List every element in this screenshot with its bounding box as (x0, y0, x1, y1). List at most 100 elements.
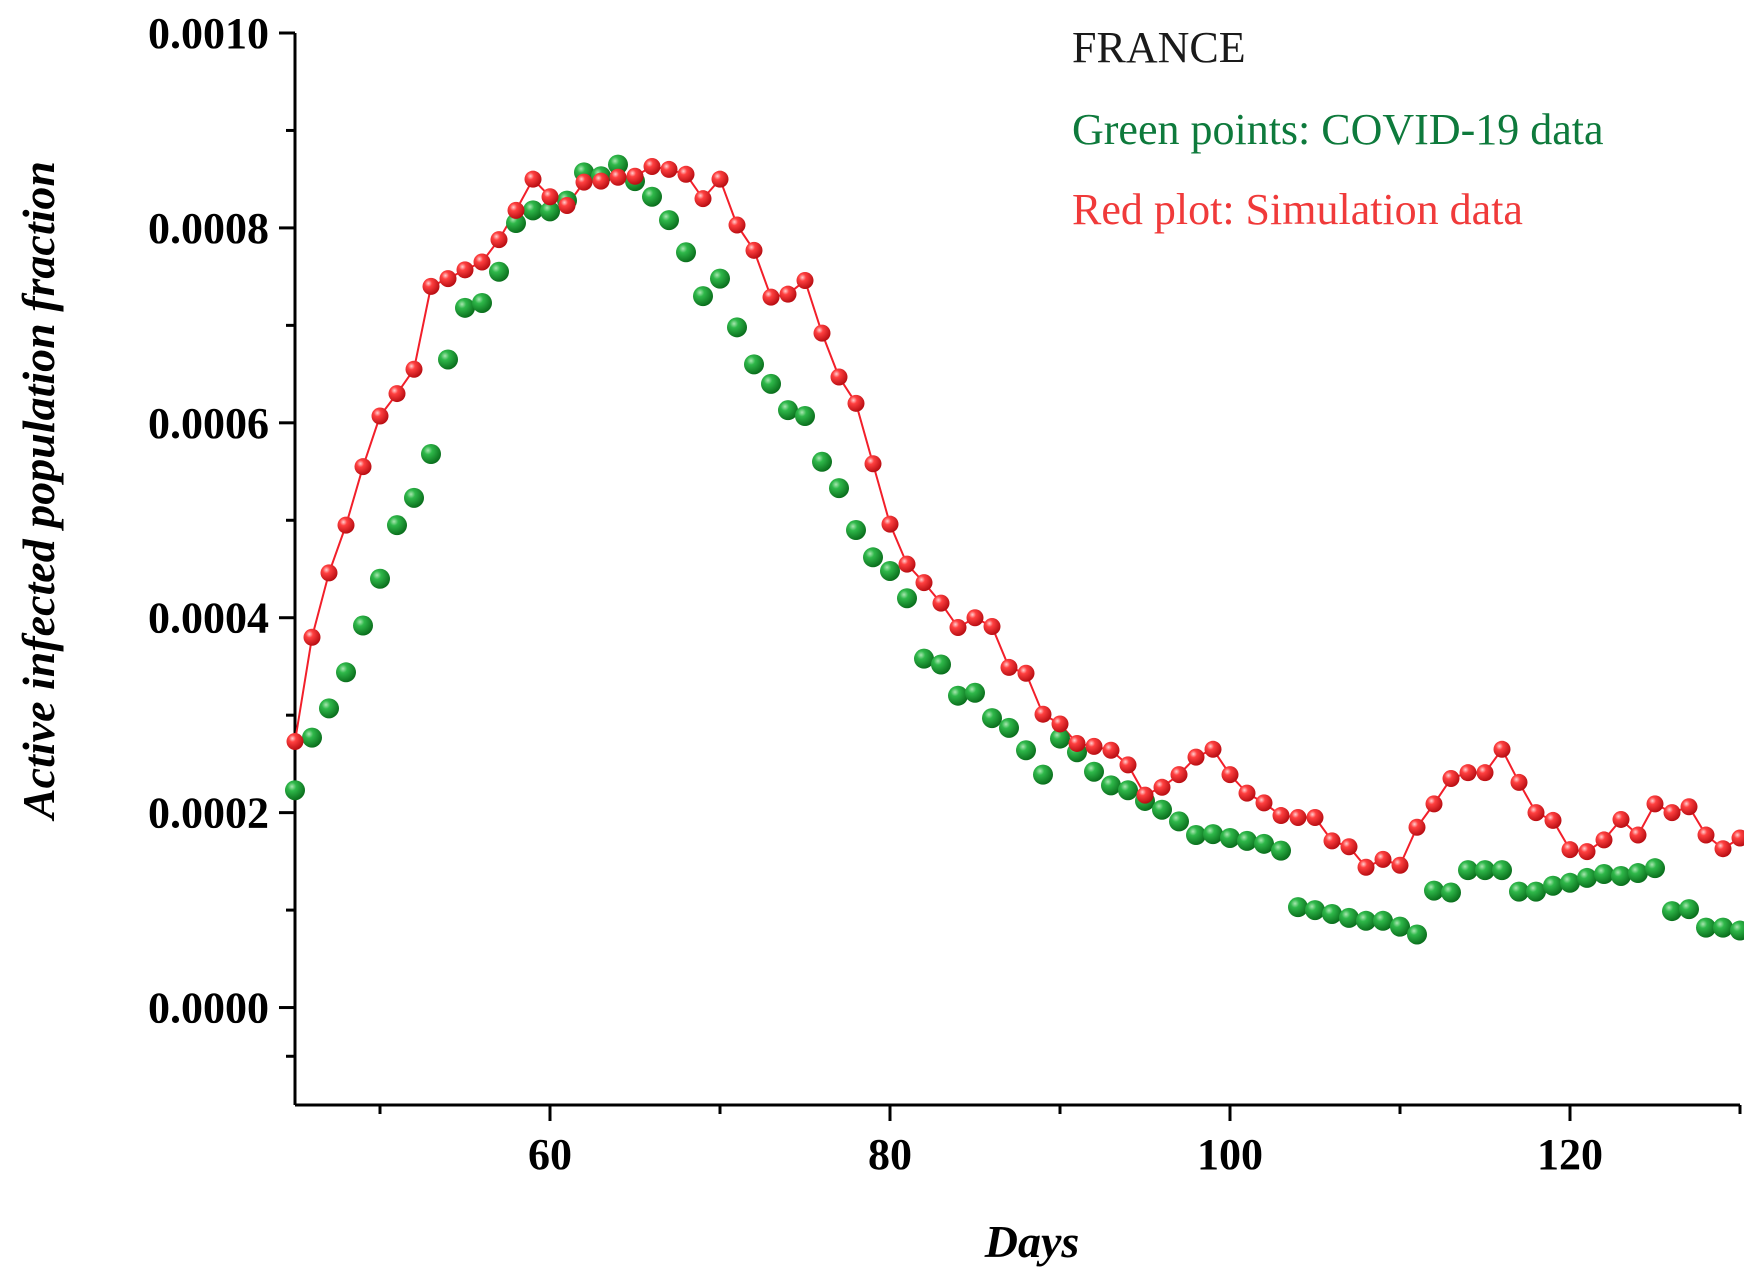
simulation-data-point (1680, 798, 1698, 816)
covid-data-point (472, 292, 492, 313)
covid-data-point (404, 487, 424, 508)
covid-data-point (1033, 764, 1053, 785)
covid-data-point (1458, 860, 1478, 881)
legend-annotations: FRANCE Green points: COVID-19 data Red p… (1072, 23, 1604, 234)
simulation-data-point (1442, 770, 1460, 788)
simulation-data-point (1136, 786, 1154, 804)
simulation-data-point (1493, 740, 1511, 758)
covid-data-point (421, 444, 441, 465)
simulation-data-point (1017, 664, 1035, 682)
covid-data-point (1169, 811, 1189, 832)
simulation-data-point (1255, 794, 1273, 812)
simulation-data-point (1663, 804, 1681, 822)
covid-data-point (1645, 858, 1665, 879)
covid-data-point (285, 780, 305, 801)
simulation-data-point (1595, 831, 1613, 849)
annotation-green-legend: Green points: COVID-19 data (1072, 105, 1604, 154)
covid-data-point (727, 317, 747, 338)
simulation-data-point (558, 196, 576, 214)
simulation-data-point (541, 188, 559, 206)
covid-data-point (965, 682, 985, 703)
covid-data-point (1016, 740, 1036, 761)
covid-data-point (1492, 860, 1512, 881)
covid-data-point (1526, 881, 1546, 902)
series-layer (285, 154, 1744, 945)
simulation-data-point (1714, 840, 1732, 858)
x-axis-title: Days (984, 1216, 1080, 1267)
y-tick-label: 0.0008 (148, 204, 269, 253)
simulation-data-point (286, 732, 304, 750)
simulation-data-point (1425, 795, 1443, 813)
simulation-data-point (1459, 764, 1477, 782)
simulation-data-point (1374, 850, 1392, 868)
covid-data-point (523, 200, 543, 221)
simulation-data-point (1051, 715, 1069, 733)
covid-data-point (829, 478, 849, 499)
simulation-data-point (1731, 829, 1744, 847)
covid-data-point (1577, 867, 1597, 888)
simulation-data-point (1646, 795, 1664, 813)
covid-data-point (710, 268, 730, 289)
covid-data-point (370, 568, 390, 589)
x-tick-label: 60 (528, 1130, 572, 1179)
simulation-data-point (643, 158, 661, 176)
simulation-data-point (1289, 809, 1307, 827)
covid-data-point (1084, 761, 1104, 782)
simulation-data-point (507, 201, 525, 219)
simulation-data-point (898, 555, 916, 573)
y-tick-label: 0.0000 (148, 984, 269, 1033)
simulation-data-point (1510, 773, 1528, 791)
covid-data-point (1288, 897, 1308, 918)
simulation-data-point (1034, 705, 1052, 723)
simulation-data-point (1408, 818, 1426, 836)
simulation-data-point (1391, 856, 1409, 874)
simulation-data-point (1119, 756, 1137, 774)
covid-data-point (999, 717, 1019, 738)
covid-data-point (982, 708, 1002, 729)
simulation-data-point (847, 394, 865, 412)
covid-data-point (1696, 917, 1716, 938)
simulation-data-point (1323, 832, 1341, 850)
x-tick-label: 100 (1197, 1130, 1263, 1179)
covid-data-point (489, 261, 509, 282)
covid-data-point (812, 451, 832, 472)
covid-data-point (880, 560, 900, 581)
covid-data-point (1237, 830, 1257, 851)
simulation-data-point (303, 628, 321, 646)
y-tick-label: 0.0010 (148, 9, 269, 58)
covid-data-point (608, 154, 628, 175)
covid-data-point (897, 588, 917, 609)
simulation-data-point (1204, 740, 1222, 758)
covid-data-point (1713, 917, 1733, 938)
simulation-data-point (1357, 858, 1375, 876)
simulation-data-point (864, 455, 882, 473)
covid-data-point (914, 648, 934, 669)
simulation-data-point (694, 190, 712, 208)
simulation-data-point (711, 170, 729, 188)
covid-data-point (1475, 860, 1495, 881)
x-tick-label: 80 (868, 1130, 912, 1179)
simulation-data-point (1272, 807, 1290, 825)
covid-data-point (1543, 875, 1563, 896)
covid-data-point (1390, 916, 1410, 937)
covid-data-point (1322, 903, 1342, 924)
y-tick-label: 0.0006 (148, 399, 269, 448)
simulation-line (294, 165, 1741, 869)
plot-area: 0.0000 0.0002 0.0004 0.0006 0.0008 0.0010 60 80… (148, 9, 1744, 1179)
covid-data-point (1305, 900, 1325, 921)
simulation-data-point (1221, 766, 1239, 784)
covid-data-point (1509, 881, 1529, 902)
simulation-data-point (1578, 843, 1596, 861)
covid-data-point (1203, 824, 1223, 845)
simulation-data-point (422, 277, 440, 295)
covid-data-point (744, 354, 764, 375)
covid-data-point (319, 698, 339, 719)
annotation-red-legend: Red plot: Simulation data (1072, 185, 1523, 234)
covid-data-point (302, 727, 322, 748)
simulation-data-point (677, 165, 695, 183)
simulation-data-point (1187, 748, 1205, 766)
covid-data-point (1254, 833, 1274, 854)
simulation-data-point (405, 360, 423, 378)
annotation-country: FRANCE (1072, 23, 1246, 72)
y-tick-label: 0.0004 (148, 594, 269, 643)
